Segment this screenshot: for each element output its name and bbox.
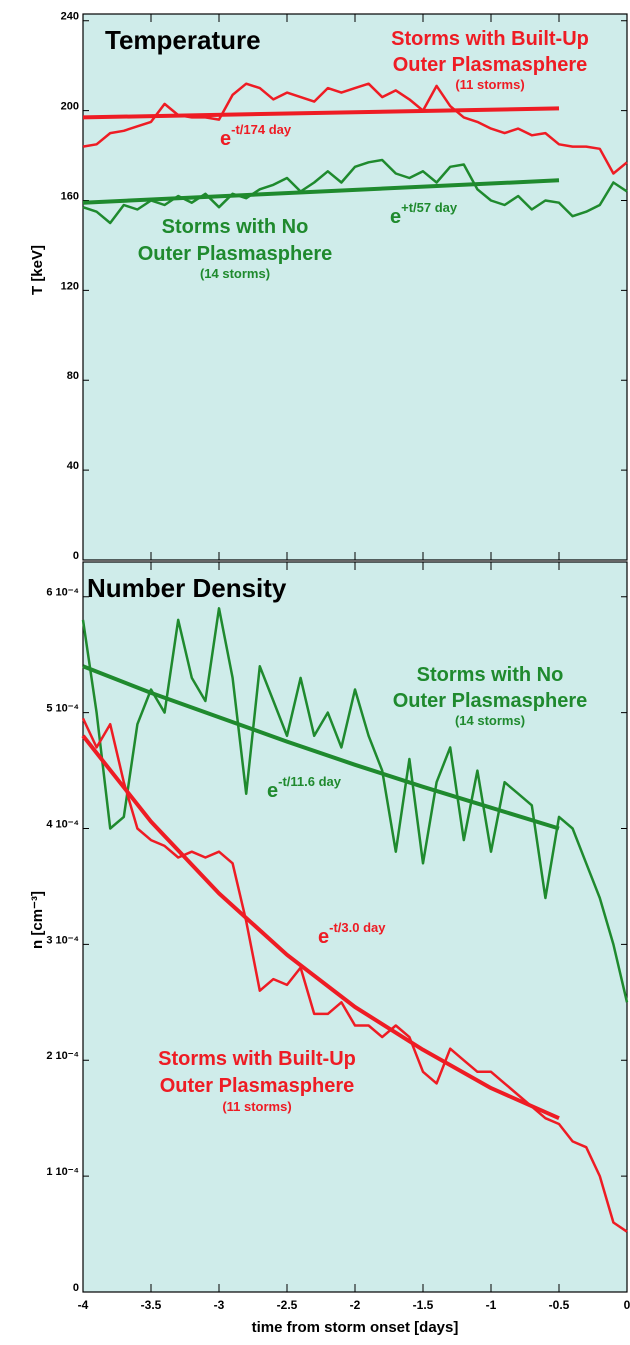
y-axis-label: T [keV] [29, 245, 46, 295]
series-line [82, 178, 560, 205]
annotation: Storms with No [417, 664, 564, 686]
y-tick-label: 2 10⁻⁴ [46, 1050, 79, 1062]
x-tick-label: -3.5 [141, 1298, 162, 1312]
annotation: Storms with Built-Up [158, 1048, 356, 1070]
annotation-text: Storms with Built-Up [158, 1048, 356, 1070]
panel-title: Temperature [105, 25, 261, 55]
annotation-text: (11 storms) [455, 77, 524, 92]
y-tick-label: 5 10⁻⁴ [46, 703, 79, 715]
annotation-exponent: -t/174 day [231, 122, 292, 137]
annotation: (14 storms) [200, 266, 270, 281]
annotation: e+t/57 day [390, 200, 458, 228]
annotation: (11 storms) [222, 1099, 291, 1114]
annotation: Outer Plasmasphere [393, 54, 588, 76]
annotation: e-t/3.0 day [318, 920, 386, 948]
annotation-text: Outer Plasmasphere [138, 243, 333, 265]
annotation-text: e [318, 926, 329, 948]
annotation-text: Outer Plasmasphere [393, 54, 588, 76]
annotation-text: (11 storms) [222, 1099, 291, 1114]
annotation-text: Outer Plasmasphere [160, 1075, 355, 1097]
x-tick-label: -1.5 [413, 1298, 434, 1312]
annotation: Outer Plasmasphere [138, 243, 333, 265]
annotation-exponent: -t/3.0 day [329, 920, 386, 935]
annotation: (11 storms) [455, 77, 524, 92]
y-tick-label: 240 [61, 11, 79, 23]
y-tick-label: 6 10⁻⁴ [46, 587, 79, 599]
x-tick-label: -2.5 [277, 1298, 298, 1312]
series-line [82, 106, 560, 120]
x-tick-label: -3 [214, 1298, 225, 1312]
annotation-exponent: +t/57 day [401, 200, 458, 215]
series-line [82, 82, 628, 175]
x-tick-label: -4 [78, 1298, 89, 1312]
y-tick-label: 0 [73, 1282, 79, 1294]
annotation-text: e [390, 206, 401, 228]
annotation-text: (14 storms) [455, 713, 525, 728]
annotation: Outer Plasmasphere [393, 690, 588, 712]
annotation: e-t/174 day [220, 122, 292, 150]
annotation: Storms with No [162, 216, 309, 238]
series-line [82, 664, 560, 831]
y-tick-label: 0 [73, 550, 79, 562]
x-tick-label: -1 [486, 1298, 497, 1312]
annotation: Outer Plasmasphere [160, 1075, 355, 1097]
y-tick-label: 3 10⁻⁴ [46, 934, 79, 946]
series-line [81, 607, 629, 1003]
panel-title: Number Density [87, 573, 287, 603]
x-tick-label: -0.5 [549, 1298, 570, 1312]
plot-area [82, 561, 628, 1293]
annotation: (14 storms) [455, 713, 525, 728]
y-tick-label: 160 [61, 190, 79, 202]
annotation-text: e [267, 780, 278, 802]
y-axis-label: n [cm⁻³] [29, 891, 46, 949]
series-line [81, 734, 560, 1121]
x-tick-label: -2 [350, 1298, 361, 1312]
annotation-text: Storms with Built-Up [391, 28, 589, 50]
x-tick-label: 0 [624, 1298, 630, 1312]
annotation-text: Outer Plasmasphere [393, 690, 588, 712]
y-tick-label: 120 [61, 280, 79, 292]
plot-area [82, 13, 628, 561]
y-tick-label: 40 [67, 460, 79, 472]
series-line [81, 717, 628, 1233]
annotation: Storms with Built-Up [391, 28, 589, 50]
annotation-text: e [220, 128, 231, 150]
y-tick-label: 1 10⁻⁴ [46, 1166, 79, 1178]
annotation-exponent: -t/11.6 day [278, 774, 342, 789]
y-tick-label: 80 [67, 370, 79, 382]
annotation-text: Storms with No [417, 664, 564, 686]
x-axis-label: time from storm onset [days] [252, 1319, 459, 1336]
annotation: e-t/11.6 day [267, 774, 342, 802]
annotation-text: Storms with No [162, 216, 309, 238]
y-tick-label: 200 [61, 101, 79, 113]
y-tick-label: 4 10⁻⁴ [46, 818, 79, 830]
annotation-text: (14 storms) [200, 266, 270, 281]
